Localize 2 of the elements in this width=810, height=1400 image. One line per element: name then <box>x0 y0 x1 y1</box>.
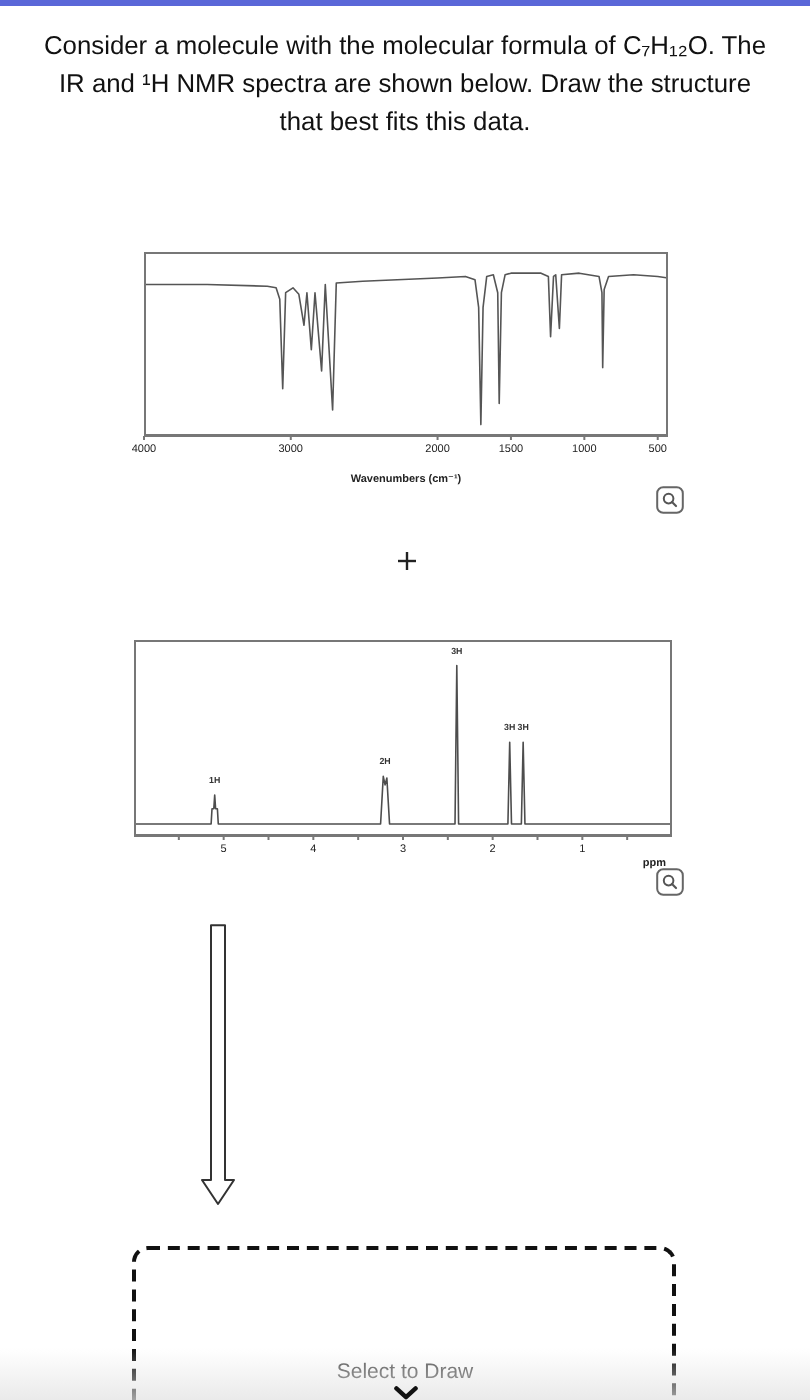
text: Select to Draw <box>334 1360 476 1384</box>
chart-title: Consider a molecule with the molecular formula of C₇H₁₂O. The IR and ¹H NMR spectra are shown below. Draw the structure that best fits this data. <box>41 28 769 140</box>
